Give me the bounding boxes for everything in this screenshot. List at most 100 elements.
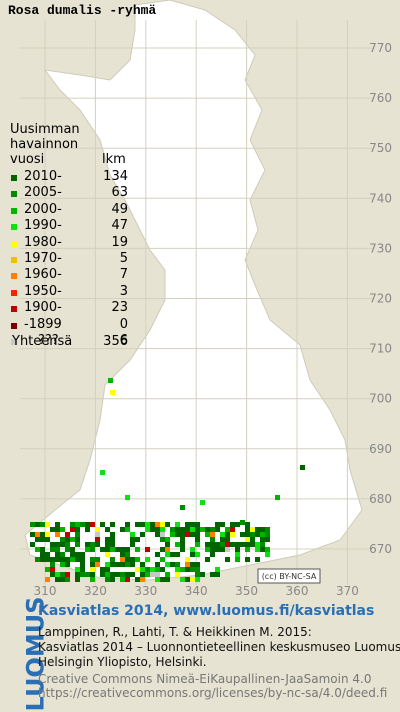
occurrence-cell	[70, 527, 75, 532]
occurrence-cell	[110, 390, 115, 395]
occurrence-cell	[165, 562, 170, 567]
occurrence-cell	[65, 562, 70, 567]
x-tick-label: 340	[185, 584, 208, 598]
occurrence-cell	[60, 542, 65, 547]
occurrence-cell	[250, 537, 255, 542]
occurrence-cell	[75, 527, 80, 532]
legend-count: 23	[111, 300, 128, 316]
occurrence-cell	[80, 567, 85, 572]
x-tick-label: 370	[336, 584, 359, 598]
legend-swatch	[11, 289, 17, 296]
occurrence-cell	[160, 537, 165, 542]
occurrence-cell	[30, 542, 35, 547]
occurrence-cell	[250, 542, 255, 547]
occurrence-cell	[210, 537, 215, 542]
legend-heading: havainnon	[10, 137, 79, 152]
occurrence-cell	[195, 532, 200, 537]
occurrence-cell	[120, 557, 125, 562]
occurrence-cell	[165, 522, 170, 527]
occurrence-cell	[150, 527, 155, 532]
occurrence-cell	[70, 537, 75, 542]
occurrence-cell	[30, 532, 35, 537]
occurrence-cell	[225, 527, 230, 532]
legend-label: -1899	[24, 316, 62, 332]
occurrence-cell	[90, 562, 95, 567]
occurrence-cell	[110, 557, 115, 562]
occurrence-cell	[45, 522, 50, 527]
occurrence-cell	[155, 552, 160, 557]
occurrence-cell	[130, 572, 135, 577]
license-badge: (cc) BY-NC-SA	[262, 572, 317, 581]
occurrence-cell	[90, 557, 95, 562]
occurrence-cell	[110, 547, 115, 552]
occurrence-cell	[45, 557, 50, 562]
occurrence-cell	[265, 552, 270, 557]
occurrence-cell	[185, 532, 190, 537]
occurrence-cell	[60, 562, 65, 567]
occurrence-cell	[50, 572, 55, 577]
occurrence-cell	[170, 552, 175, 557]
occurrence-cell	[60, 557, 65, 562]
occurrence-cell	[205, 557, 210, 562]
occurrence-cell	[75, 567, 80, 572]
citation-line: Lamppinen, R., Lahti, T. & Heikkinen M. …	[38, 625, 312, 639]
occurrence-cell	[50, 527, 55, 532]
occurrence-cell	[110, 562, 115, 567]
occurrence-cell	[50, 557, 55, 562]
occurrence-cell	[150, 572, 155, 577]
x-tick-label: 320	[84, 584, 107, 598]
occurrence-cell	[180, 532, 185, 537]
occurrence-cell	[140, 572, 145, 577]
occurrence-cell	[115, 547, 120, 552]
occurrence-cell	[205, 542, 210, 547]
occurrence-cell	[130, 557, 135, 562]
citation-line: Helsingin Yliopisto, Helsinki.	[38, 655, 207, 669]
occurrence-cell	[35, 557, 40, 562]
occurrence-cell	[245, 537, 250, 542]
occurrence-cell	[110, 532, 115, 537]
occurrence-cell	[240, 520, 245, 525]
occurrence-cell	[265, 527, 270, 532]
occurrence-cell	[170, 527, 175, 532]
occurrence-cell	[125, 572, 130, 577]
occurrence-cell	[145, 557, 150, 562]
occurrence-cell	[255, 532, 260, 537]
occurrence-cell	[75, 542, 80, 547]
legend-count: 49	[111, 201, 128, 217]
legend-count-heading: lkm	[102, 152, 126, 167]
occurrence-cell	[215, 572, 220, 577]
occurrence-cell	[235, 557, 240, 562]
occurrence-cell	[90, 522, 95, 527]
license-line: https://creativecommons.org/licenses/by-…	[38, 686, 388, 700]
occurrence-cell	[110, 572, 115, 577]
occurrence-cell	[190, 547, 195, 552]
legend-swatch	[11, 257, 17, 263]
occurrence-cell	[245, 527, 250, 532]
occurrence-cell	[165, 577, 170, 582]
occurrence-cell	[100, 547, 105, 552]
occurrence-cell	[150, 522, 155, 527]
total-count: 356	[103, 334, 128, 349]
occurrence-cell	[115, 572, 120, 577]
occurrence-cell	[215, 522, 220, 527]
occurrence-cell	[60, 572, 65, 577]
occurrence-cell	[225, 532, 230, 537]
occurrence-cell	[135, 522, 140, 527]
occurrence-cell	[145, 522, 150, 527]
legend-count: 63	[111, 185, 128, 201]
occurrence-cell	[175, 572, 180, 577]
occurrence-cell	[195, 567, 200, 572]
occurrence-cell	[125, 557, 130, 562]
occurrence-cell	[195, 552, 200, 557]
occurrence-cell	[210, 542, 215, 547]
occurrence-cell	[240, 532, 245, 537]
occurrence-cell	[95, 537, 100, 542]
y-tick-label: 740	[369, 191, 392, 205]
occurrence-cell	[190, 522, 195, 527]
occurrence-cell	[255, 547, 260, 552]
occurrence-cell	[55, 572, 60, 577]
occurrence-cell	[170, 532, 175, 537]
occurrence-cell	[245, 547, 250, 552]
y-tick-label: 680	[369, 492, 392, 506]
occurrence-cell	[50, 547, 55, 552]
